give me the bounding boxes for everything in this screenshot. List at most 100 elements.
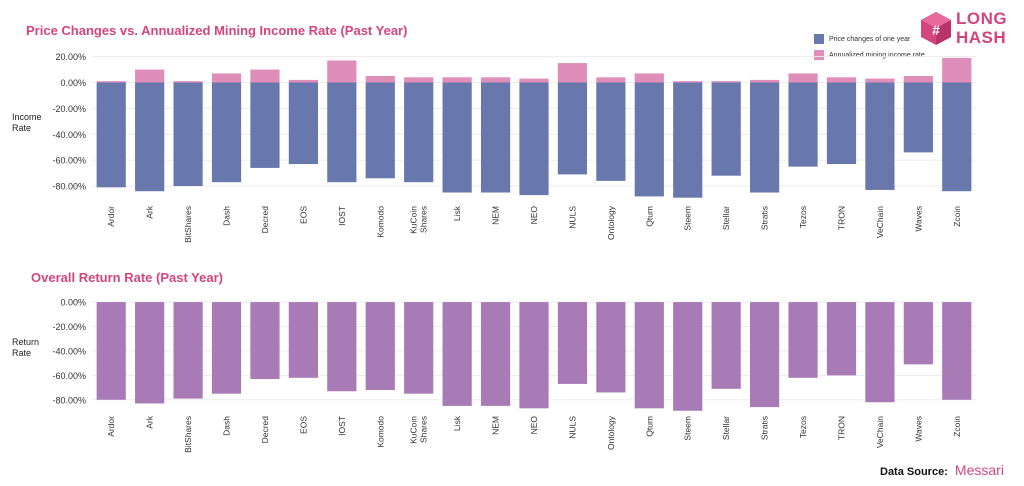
- bar-return-Ontology: [596, 302, 626, 393]
- bar-return-Lisk: [442, 302, 472, 406]
- bar-income-Qtum: [634, 73, 664, 83]
- x-tick-label: EOS: [298, 206, 308, 224]
- x-tick-label: Tezos: [798, 416, 808, 438]
- svg-text:NULS: NULS: [567, 206, 577, 229]
- svg-text:Shares: Shares: [419, 416, 429, 443]
- y-tick-label: -20.00%: [52, 104, 86, 114]
- bar-price-Decred: [250, 82, 280, 168]
- svg-text:Ontology: Ontology: [606, 415, 616, 450]
- bar-income-NULS: [557, 63, 588, 83]
- x-tick-label: EOS: [298, 416, 308, 434]
- svg-text:NEO: NEO: [529, 416, 539, 435]
- svg-text:Lisk: Lisk: [452, 415, 462, 431]
- bar-income-Tezos: [788, 73, 818, 83]
- svg-text:Stratis: Stratis: [760, 206, 770, 230]
- x-tick-label: Decred: [260, 416, 270, 444]
- x-tick-label: NEM: [491, 416, 501, 435]
- bar-return-Komodo: [365, 302, 395, 391]
- x-tick-label: BitShares: [183, 206, 193, 243]
- svg-text:VeChain: VeChain: [875, 416, 885, 448]
- svg-text:Qtum: Qtum: [644, 416, 654, 437]
- y-tick-label: -80.00%: [52, 395, 86, 405]
- x-tick-label: KuCoin Shares: [409, 206, 429, 234]
- svg-text:Stratis: Stratis: [760, 416, 770, 440]
- x-tick-label: Waves: [913, 206, 923, 232]
- bar-price-NULS: [557, 82, 588, 175]
- svg-text:TRON: TRON: [836, 206, 846, 230]
- x-tick-label: Waves: [913, 416, 923, 442]
- logo-word-long: LONG: [956, 9, 1008, 28]
- x-tick-label: Lisk: [452, 415, 462, 431]
- legend-label-price: Price changes of one year: [829, 35, 911, 43]
- x-tick-label: IOST: [337, 206, 347, 226]
- svg-text:Ark: Ark: [145, 205, 155, 219]
- bar-return-IOST: [327, 302, 357, 392]
- bar-price-Ontology: [596, 82, 626, 181]
- x-tick-label: NEO: [529, 206, 539, 225]
- bar-return-Ardor: [96, 302, 126, 400]
- bar-income-Ardor: [96, 81, 126, 83]
- x-tick-label: Stratis: [760, 416, 770, 440]
- bar-price-Lisk: [442, 82, 472, 193]
- bar-price-Steem: [673, 82, 703, 198]
- chart1-ylabel: Income Rate: [12, 112, 42, 134]
- x-tick-label: Dash: [222, 416, 232, 436]
- svg-text:BitShares: BitShares: [183, 416, 193, 453]
- bar-return-VeChain: [865, 302, 895, 403]
- bar-price-Zcoin: [942, 82, 972, 192]
- x-tick-label: Decred: [260, 206, 270, 234]
- bar-income-VeChain: [865, 78, 895, 83]
- x-tick-label: Qtum: [644, 206, 654, 227]
- chart2-ylabel-line1: Return: [12, 337, 40, 347]
- y-tick-label: -80.00%: [52, 182, 86, 192]
- bar-price-Tezos: [788, 82, 818, 167]
- svg-text:KuCoin: KuCoin: [409, 206, 419, 234]
- x-tick-label: Ark: [145, 415, 155, 429]
- svg-text:Dash: Dash: [222, 416, 232, 436]
- svg-text:Steem: Steem: [683, 416, 693, 441]
- svg-text:BitShares: BitShares: [183, 206, 193, 243]
- x-tick-label: Zcoin: [952, 416, 962, 437]
- y-tick-label: 0.00%: [60, 78, 86, 88]
- bar-price-Komodo: [365, 82, 395, 179]
- bar-income-NEM: [480, 77, 511, 83]
- svg-text:Decred: Decred: [260, 206, 270, 234]
- bar-income-NEO: [519, 78, 549, 83]
- x-tick-label: NULS: [567, 206, 577, 229]
- svg-text:Zcoin: Zcoin: [952, 416, 962, 437]
- bar-income-TRON: [826, 77, 857, 83]
- legend-label-income: Annualized mining income rate: [829, 51, 925, 59]
- bar-income-KuCoin Shares: [404, 77, 434, 83]
- bar-price-Waves: [903, 82, 933, 153]
- svg-text:Stellar: Stellar: [721, 416, 731, 440]
- bar-price-Ardor: [96, 82, 126, 188]
- bar-income-Ontology: [596, 77, 626, 83]
- bar-price-Stellar: [711, 82, 741, 176]
- bar-return-Decred: [250, 302, 280, 380]
- y-tick-label: -40.00%: [52, 130, 86, 140]
- svg-text:Waves: Waves: [913, 206, 923, 232]
- bar-price-VeChain: [865, 82, 895, 190]
- bar-income-Stratis: [750, 79, 780, 83]
- svg-text:Komodo: Komodo: [375, 206, 385, 238]
- data-source-value: Messari: [954, 462, 1004, 478]
- x-tick-label: Ardor: [106, 416, 116, 437]
- chart2-ylabel-line2: Rate: [12, 348, 32, 358]
- bar-price-EOS: [288, 82, 318, 165]
- x-tick-label: NEM: [491, 206, 501, 225]
- x-tick-label: NULS: [567, 416, 577, 439]
- logo-word-hash: HASH: [956, 28, 1007, 47]
- bar-return-TRON: [826, 302, 857, 376]
- bar-price-Qtum: [634, 82, 664, 197]
- bar-return-KuCoin Shares: [404, 302, 434, 394]
- x-tick-label: VeChain: [875, 206, 885, 238]
- legend-swatch-income: [814, 50, 824, 60]
- svg-text:EOS: EOS: [298, 416, 308, 434]
- data-source: Data Source: Messari: [880, 462, 1004, 478]
- bar-income-Komodo: [365, 76, 395, 83]
- x-tick-label: Ardor: [106, 206, 116, 227]
- svg-text:Ontology: Ontology: [606, 205, 616, 240]
- x-tick-label: TRON: [836, 206, 846, 230]
- bar-price-IOST: [327, 82, 357, 183]
- y-tick-label: -20.00%: [52, 322, 86, 332]
